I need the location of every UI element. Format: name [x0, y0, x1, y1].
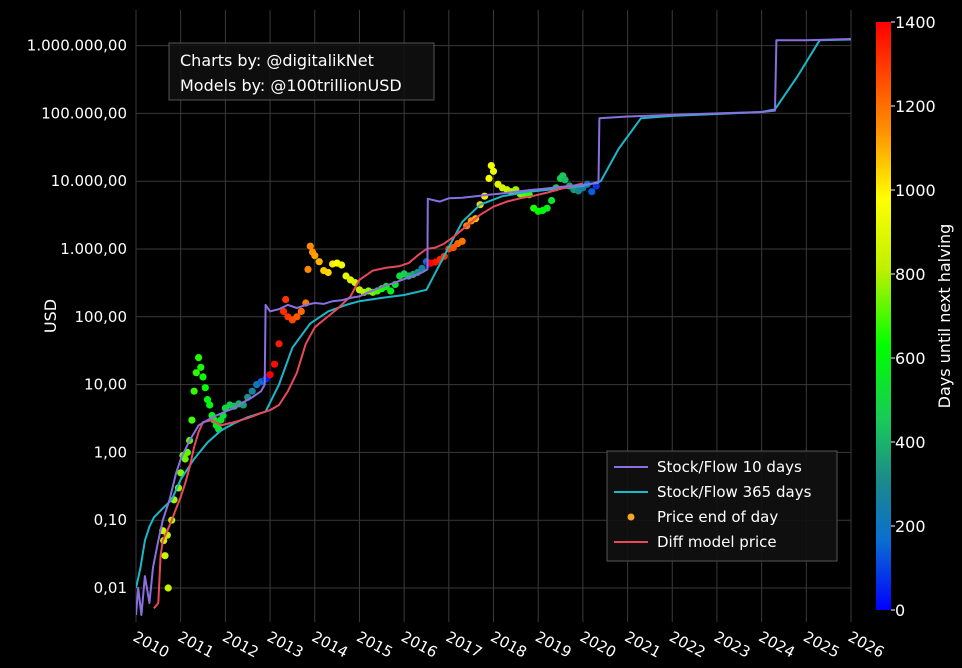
- y-tick-label: 0,10: [94, 511, 127, 529]
- x-tick-label: 2010: [130, 628, 172, 662]
- legend-item: Stock/Flow 10 days: [614, 458, 802, 476]
- price-point: [164, 584, 172, 592]
- price-point: [248, 387, 256, 395]
- price-point: [548, 196, 556, 205]
- price-point: [306, 242, 314, 250]
- price-point: [177, 469, 185, 477]
- price-point: [489, 167, 498, 175]
- colorbar-tick-label: 1000: [895, 181, 936, 200]
- colorbar-tick-label: 0: [895, 601, 905, 620]
- price-point: [270, 360, 279, 368]
- price-point: [561, 176, 569, 184]
- credit-charts: Charts by: @digitalikNet: [180, 51, 374, 70]
- credit-models: Models by: @100trillionUSD: [180, 76, 402, 95]
- x-axis-ticks: 2010 2011 2012 2013 2014 2015 2016 2017 2018 2019…: [130, 628, 887, 662]
- price-point: [293, 313, 301, 321]
- series-stock-flow-10-days: [136, 38, 851, 616]
- series-diff-model-price: [153, 182, 584, 610]
- price-point: [387, 287, 395, 295]
- x-tick-label: 2015: [354, 628, 396, 662]
- price-point: [315, 258, 323, 266]
- colorbar-tick-label: 1400: [895, 13, 936, 32]
- x-tick-label: 2019: [532, 628, 574, 662]
- x-tick-label: 2011: [175, 628, 217, 662]
- price-point: [197, 363, 205, 371]
- x-tick-label: 2016: [398, 628, 440, 662]
- credits-box: Charts by: @digitalikNet Models by: @100…: [168, 42, 435, 101]
- x-tick-label: 2017: [443, 628, 485, 662]
- price-point: [458, 237, 466, 245]
- price-point: [161, 552, 169, 560]
- colorbar-gradient: [876, 22, 891, 610]
- legend: Stock/Flow 10 days Stock/Flow 365 days Pri…: [606, 450, 838, 562]
- price-point: [418, 264, 426, 272]
- price-point: [279, 307, 288, 315]
- legend-label: Price end of day: [657, 508, 778, 526]
- x-tick-label: 2012: [219, 628, 261, 662]
- price-point: [190, 387, 198, 395]
- x-tick-label: 2024: [756, 628, 798, 662]
- x-tick-label: 2018: [488, 628, 530, 662]
- price-point: [192, 369, 200, 377]
- x-tick-label: 2026: [845, 628, 887, 662]
- price-point: [297, 307, 305, 315]
- colorbar-tick-label: 1200: [895, 97, 936, 116]
- price-point: [304, 265, 312, 273]
- series-stock-flow-365-days: [136, 38, 851, 589]
- price-point: [485, 174, 493, 182]
- price-point: [188, 416, 196, 424]
- price-point: [543, 204, 551, 212]
- x-tick-label: 2023: [711, 628, 753, 662]
- series-layer: [136, 38, 851, 616]
- legend-swatch: [627, 513, 635, 521]
- colorbar-tick-label: 200: [895, 517, 926, 536]
- y-tick-label: 1.000.000,00: [27, 37, 127, 55]
- price-point: [275, 340, 283, 348]
- x-tick-label: 2020: [577, 628, 619, 662]
- legend-item: Diff model price: [614, 533, 777, 551]
- y-tick-label: 10,00: [84, 376, 127, 394]
- legend-item: Price end of day: [627, 508, 778, 526]
- price-point: [181, 455, 189, 463]
- legend-item: Stock/Flow 365 days: [614, 483, 812, 501]
- price-point: [199, 373, 207, 381]
- x-tick-label: 2025: [800, 628, 842, 662]
- price-point: [206, 401, 214, 409]
- colorbar: 0 200 400 600 800 1000 1200 1400 Days until nex…: [876, 13, 954, 620]
- x-tick-label: 2021: [622, 628, 664, 662]
- y-axis-ticks: 0,01 0,10 1,00 10,00 100,00 1.000,00 10.000,00…: [27, 37, 127, 597]
- price-point: [311, 252, 319, 260]
- price-point: [266, 371, 274, 379]
- price-point: [588, 188, 596, 196]
- colorbar-tick-label: 600: [895, 349, 926, 368]
- y-tick-label: 100.000,00: [41, 104, 127, 122]
- legend-label: Stock/Flow 365 days: [657, 483, 812, 501]
- colorbar-label: Days until next halving: [935, 224, 954, 409]
- y-tick-label: 1.000,00: [60, 240, 127, 258]
- x-tick-label: 2013: [264, 628, 306, 662]
- colorbar-tick-label: 400: [895, 433, 926, 452]
- price-point: [324, 268, 332, 277]
- price-point: [338, 261, 346, 269]
- price-point: [282, 295, 290, 304]
- price-point: [203, 396, 212, 404]
- y-tick-label: 100,00: [75, 308, 128, 326]
- y-tick-label: 0,01: [94, 579, 127, 597]
- legend-label: Stock/Flow 10 days: [657, 458, 802, 476]
- y-axis-label: USD: [41, 299, 60, 333]
- price-point: [487, 162, 495, 170]
- legend-label: Diff model price: [657, 533, 777, 551]
- colorbar-tick-label: 800: [895, 265, 926, 284]
- y-tick-label: 10.000,00: [51, 172, 127, 190]
- y-tick-label: 1,00: [94, 443, 127, 461]
- x-tick-label: 2022: [666, 628, 708, 662]
- price-point: [201, 384, 209, 392]
- colorbar-ticks: 0 200 400 600 800 1000 1200 1400: [891, 13, 936, 620]
- price-point: [195, 354, 203, 362]
- x-tick-label: 2014: [309, 628, 351, 662]
